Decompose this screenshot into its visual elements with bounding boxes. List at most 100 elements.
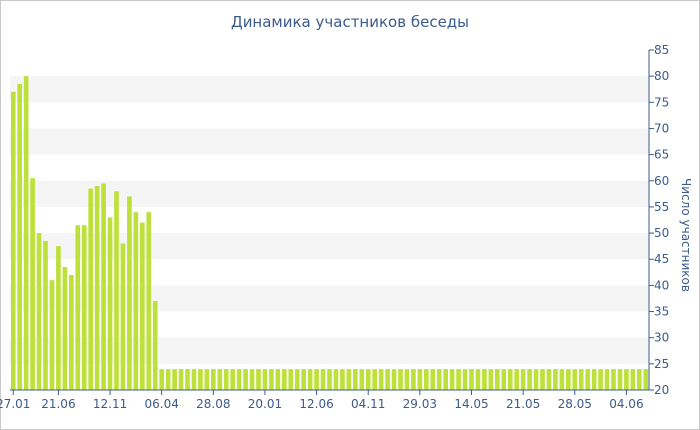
bar: [198, 369, 203, 390]
bar: [352, 369, 358, 390]
bar: [204, 369, 210, 390]
bar: [372, 369, 378, 390]
bar: [185, 369, 190, 390]
x-tick-label: 04.11: [351, 397, 385, 411]
bar: [378, 369, 384, 390]
bar: [62, 267, 68, 390]
bar: [165, 369, 171, 390]
x-tick-label: 28.05: [558, 397, 592, 411]
x-tick-label: 12.06: [299, 397, 333, 411]
y-tick-label: 50: [654, 226, 669, 240]
bars: [10, 76, 649, 391]
y-tick-label: 55: [654, 200, 669, 214]
bar: [68, 274, 74, 390]
bar: [152, 301, 158, 390]
y-tick-label: 25: [654, 357, 669, 371]
bar: [559, 369, 565, 390]
bar: [281, 369, 287, 390]
bar: [469, 369, 474, 390]
y-tick-label: 80: [654, 69, 669, 83]
y-tick-label: 40: [654, 278, 669, 292]
y-tick-label: 20: [654, 383, 669, 397]
bar: [127, 196, 132, 390]
bar: [340, 369, 345, 390]
bar: [17, 84, 23, 390]
bar: [462, 369, 468, 390]
bar: [307, 369, 313, 390]
bar: [159, 369, 165, 390]
bar: [236, 369, 242, 390]
bar: [565, 369, 571, 390]
x-tick-label: 14.05: [454, 397, 488, 411]
bar: [553, 369, 558, 390]
x-tick-label: 27.01: [0, 397, 30, 411]
chart-title: Динамика участников беседы: [230, 13, 470, 31]
y-tick-label: 35: [654, 305, 669, 319]
bar: [301, 369, 307, 390]
bar: [243, 369, 248, 390]
x-tick-label: 04.06: [609, 397, 643, 411]
bar: [494, 369, 500, 390]
bar: [404, 369, 410, 390]
bar: [604, 369, 610, 390]
bar: [417, 369, 423, 390]
bar: [385, 369, 390, 390]
bar: [294, 369, 300, 390]
bar: [314, 369, 319, 390]
y-tick-label: 30: [654, 331, 669, 345]
bar: [572, 369, 578, 390]
bar: [262, 369, 268, 390]
bar: [585, 369, 591, 390]
bar: [288, 369, 294, 390]
x-ticks: 27.01 21.06 12.11 06.04 28.08 20.01 12.06 04.11…: [0, 390, 644, 411]
bar: [520, 369, 526, 390]
y-tick-label: 70: [654, 121, 669, 135]
bar: [591, 369, 597, 390]
bar: [514, 369, 520, 390]
y-tick-label: 65: [654, 148, 669, 162]
y-tick-label: 60: [654, 174, 669, 188]
bar: [527, 369, 532, 390]
bar: [611, 369, 616, 390]
bar: [475, 369, 481, 390]
bar: [217, 369, 223, 390]
x-tick-label: 12.11: [93, 397, 127, 411]
bar: [533, 369, 539, 390]
bar: [107, 217, 113, 390]
grid-band: [10, 76, 649, 103]
bar: [56, 246, 61, 390]
y-tick-label: 45: [654, 252, 669, 266]
bar: [133, 212, 139, 390]
bar: [36, 233, 42, 390]
bar: [449, 369, 455, 390]
x-tick-label: 06.04: [145, 397, 179, 411]
bar: [139, 222, 145, 390]
bar: [423, 369, 429, 390]
bar: [101, 183, 106, 390]
bar: [178, 369, 184, 390]
bar: [88, 188, 94, 390]
bar: [617, 369, 623, 390]
x-tick-label: 28.08: [196, 397, 230, 411]
bar: [191, 369, 197, 390]
bar: [643, 369, 649, 390]
bar: [172, 369, 177, 390]
bar: [10, 91, 16, 390]
x-tick-label: 20.01: [248, 397, 282, 411]
bar: [320, 369, 326, 390]
bar: [436, 369, 442, 390]
bar: [443, 369, 449, 390]
bar: [223, 369, 229, 390]
bar: [327, 369, 332, 390]
x-tick-label: 21.05: [506, 397, 540, 411]
y-axis-label: Число участников: [679, 178, 693, 292]
bar: [275, 369, 281, 390]
bar: [501, 369, 507, 390]
bar: [598, 369, 603, 390]
bar: [482, 369, 487, 390]
bar: [636, 369, 642, 390]
bar: [75, 225, 81, 390]
bar: [230, 369, 236, 390]
bar: [391, 369, 397, 390]
